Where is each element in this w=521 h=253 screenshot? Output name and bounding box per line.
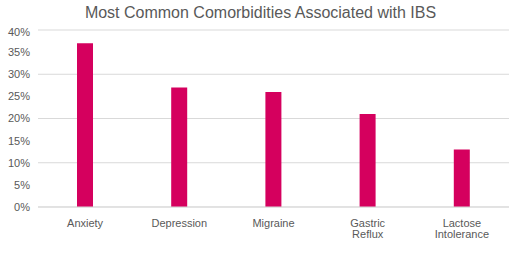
svg-text:25%: 25%	[8, 90, 30, 102]
svg-text:0%: 0%	[14, 201, 30, 213]
svg-text:40%: 40%	[8, 26, 30, 38]
svg-text:5%: 5%	[14, 179, 30, 191]
svg-text:35%: 35%	[8, 46, 30, 58]
html-text:Most Common Comorbidities Asso: Most Common Comorbidities Associated wit…	[84, 4, 437, 21]
svg-text:Anxiety: Anxiety	[67, 217, 104, 229]
svg-text:20%: 20%	[8, 112, 30, 124]
svg-text:30%: 30%	[8, 68, 30, 80]
svg-text:Migraine: Migraine	[252, 217, 294, 229]
svg-text:10%: 10%	[8, 157, 30, 169]
svg-text:15%: 15%	[8, 135, 30, 147]
svg-text:Depression: Depression	[151, 217, 207, 229]
svg-text:LactoseIntolerance: LactoseIntolerance	[435, 217, 489, 240]
svg-text:GastricReflux: GastricReflux	[350, 217, 385, 240]
